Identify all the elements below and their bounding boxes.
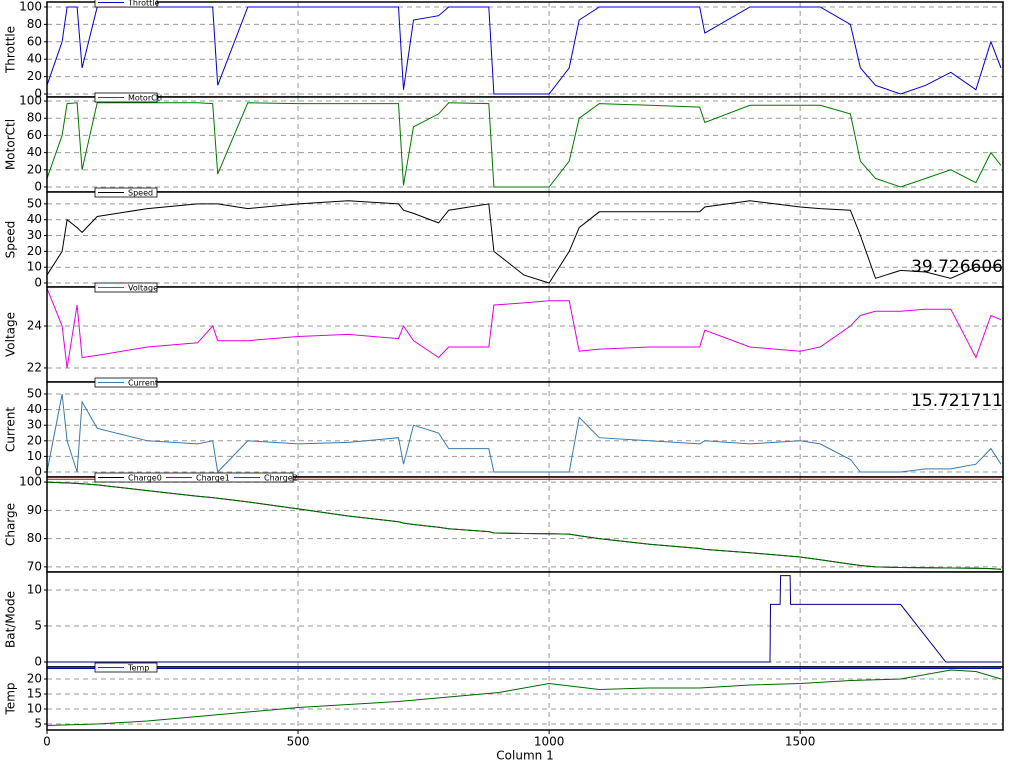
y-tick-label: 90: [27, 503, 42, 517]
y-axis-label: Charge: [4, 503, 18, 546]
y-tick-label: 60: [27, 128, 42, 142]
panel: [47, 477, 1003, 572]
series-line: [47, 393, 1002, 474]
panel: [47, 667, 1003, 730]
annotation: 39.726606: [911, 257, 1003, 277]
legend-box: [94, 92, 158, 103]
y-tick-label: 100: [19, 475, 42, 489]
legend-label: Throttle: [127, 0, 159, 8]
legend-label: Charge0: [128, 474, 162, 483]
y-tick-label: 10: [27, 582, 42, 596]
y-tick-label: 50: [27, 387, 42, 401]
legend-label: Voltage: [128, 284, 158, 293]
series-line: [47, 102, 1002, 188]
legend-box: [94, 472, 294, 483]
y-tick-label: 40: [27, 52, 42, 66]
plot-area: [47, 575, 1001, 663]
y-tick-label: 40: [27, 402, 42, 416]
y-axis-label: Speed: [4, 221, 18, 259]
y-tick-label: 40: [27, 145, 42, 159]
y-tick-label: 20: [27, 244, 42, 258]
x-axis-label: Column 1: [496, 749, 553, 763]
y-tick-label: 70: [27, 559, 42, 573]
panel: [47, 572, 1003, 667]
y-tick-label: 100: [19, 94, 42, 108]
y-tick-label: 100: [19, 0, 42, 13]
y-tick-label: 22: [27, 360, 42, 374]
legend-label: MotorCtl: [128, 94, 162, 103]
x-tick-label: 0: [43, 735, 51, 749]
y-tick-label: 5: [34, 618, 42, 632]
panel-border: [46, 666, 1004, 731]
legend-label: Charge1: [196, 474, 230, 483]
plot-area: [47, 6, 1002, 95]
legend-label: Charge2: [264, 474, 298, 483]
legend-box: [94, 282, 158, 293]
y-axis-label: Throttle: [4, 26, 18, 74]
y-tick-label: 20: [27, 162, 42, 176]
legend-box: [94, 187, 158, 198]
y-axis-label: MotorCtl: [4, 119, 18, 170]
y-tick-label: 0: [34, 180, 42, 194]
legend-box: [94, 662, 158, 673]
y-tick-label: 30: [27, 418, 42, 432]
series-line: [47, 288, 1002, 368]
plot-area: [47, 288, 1002, 368]
y-tick-label: 15: [27, 687, 42, 701]
legend-box: [94, 377, 158, 388]
plot-area: [47, 668, 1002, 726]
x-tick-label: 1000: [534, 735, 565, 749]
y-tick-label: 0: [34, 465, 42, 479]
y-tick-label: 20: [27, 672, 42, 686]
y-tick-label: 0: [34, 87, 42, 101]
y-axis-label: Voltage: [4, 312, 18, 357]
y-tick-label: 30: [27, 228, 42, 242]
series-line: [47, 575, 1001, 663]
panel: [47, 97, 1003, 192]
series-line: [47, 481, 1002, 570]
plot-area: [47, 393, 1002, 474]
y-tick-label: 10: [27, 449, 42, 463]
series-line: [47, 6, 1002, 95]
y-tick-label: 10: [27, 260, 42, 274]
y-tick-label: 40: [27, 212, 42, 226]
y-axis-label: Temp: [4, 683, 18, 716]
y-tick-label: 80: [27, 17, 42, 31]
x-tick-label: 500: [287, 735, 310, 749]
y-tick-label: 50: [27, 196, 42, 210]
panel: [47, 382, 1003, 477]
y-tick-label: 0: [34, 276, 42, 290]
series-line: [47, 200, 1001, 284]
plot-area: [47, 102, 1002, 188]
legend-box: [94, 0, 158, 8]
y-axis-label: Bat/Mode: [4, 591, 18, 648]
legend-label: Speed: [128, 189, 153, 198]
y-tick-label: 80: [27, 111, 42, 125]
y-tick-label: 20: [27, 433, 42, 447]
y-tick-label: 80: [27, 531, 42, 545]
x-tick-label: 1500: [785, 735, 816, 749]
y-tick-label: 60: [27, 34, 42, 48]
panel: [47, 192, 1003, 287]
legend-label: Current: [128, 379, 158, 388]
y-tick-label: 20: [27, 69, 42, 83]
y-axis-label: Current: [4, 407, 18, 452]
y-tick-label: 5: [34, 717, 42, 731]
legend-label: Temp: [127, 664, 149, 673]
panel: [47, 2, 1003, 97]
y-tick-label: 10: [27, 702, 42, 716]
series-line: [47, 669, 1002, 726]
plot-area: [47, 200, 1001, 284]
y-tick-label: 0: [34, 654, 42, 668]
annotation: 15.721711: [911, 391, 1003, 411]
y-tick-label: 24: [27, 319, 42, 333]
